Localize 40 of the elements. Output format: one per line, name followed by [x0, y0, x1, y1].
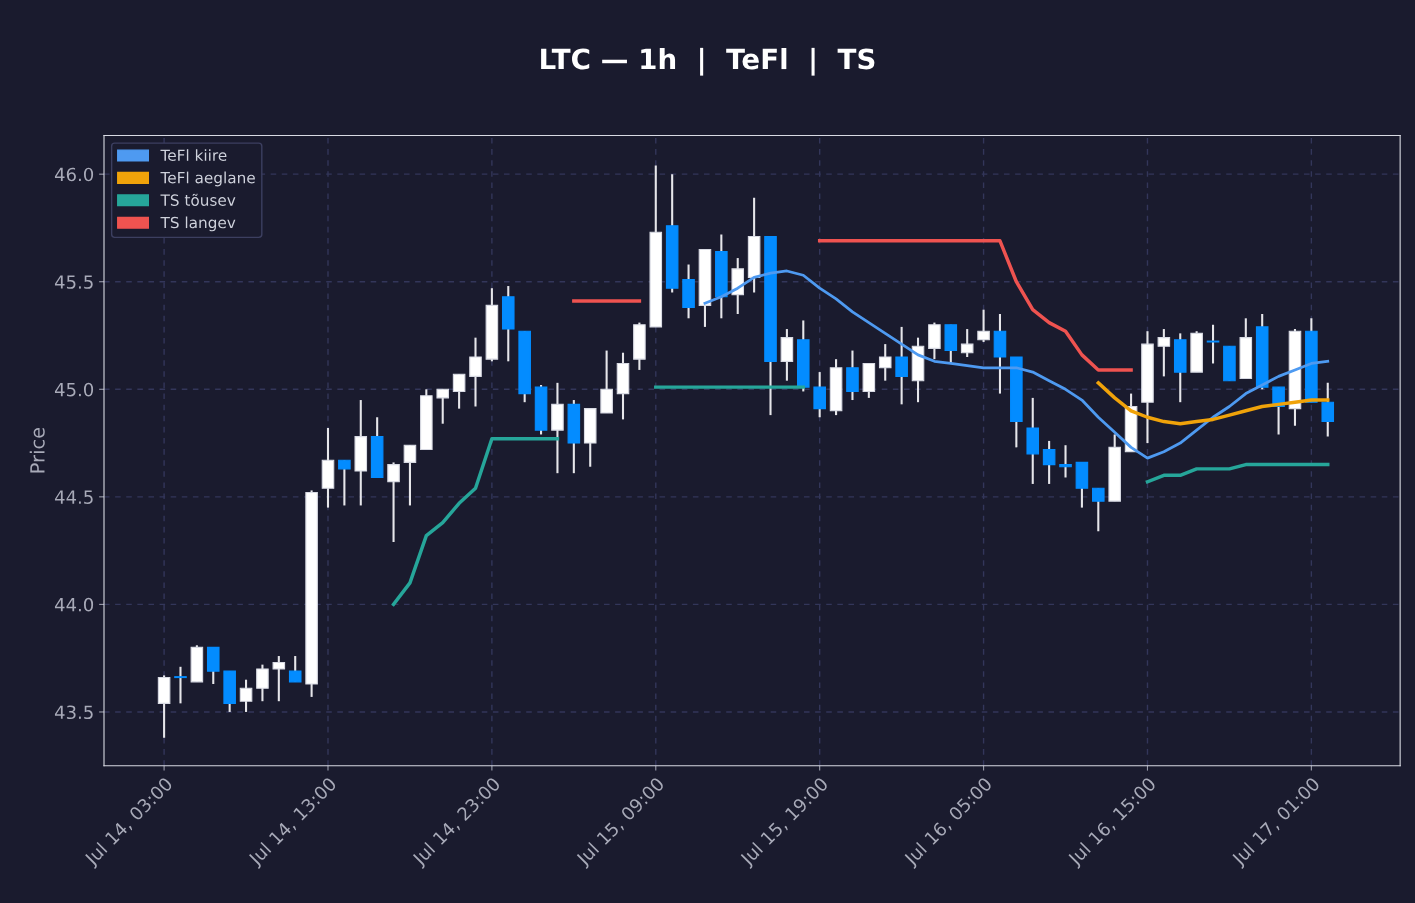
- legend-label: TS tõusev: [160, 193, 236, 206]
- candlestick: [452, 373, 466, 410]
- candlestick: [977, 308, 990, 343]
- candlestick: [272, 654, 286, 703]
- y-axis-title: Price: [29, 427, 45, 473]
- y-tick-label: 45.0: [54, 382, 94, 397]
- candlestick: [846, 349, 859, 402]
- y-tick-label: 44.5: [54, 490, 93, 504]
- y-tick-label: 43.5: [54, 705, 93, 720]
- candlestick: [338, 459, 351, 507]
- candlestick: [780, 328, 794, 382]
- candlestick: [1042, 439, 1056, 485]
- candlestick: [960, 328, 974, 359]
- chart-title: LTC — 1h | TeFl | TS: [541, 47, 875, 76]
- candlestick: [895, 325, 908, 406]
- candlestick: [928, 321, 941, 361]
- candlestick: [878, 343, 892, 382]
- line-series: [703, 269, 1330, 460]
- candlestick: [600, 349, 613, 414]
- legend-label: TS langev: [160, 216, 236, 232]
- candlestick: [206, 646, 220, 686]
- candlestick: [1157, 328, 1171, 378]
- legend-label: TeFl kiire: [160, 149, 227, 162]
- candlestick: [1059, 444, 1072, 479]
- candlestick: [387, 461, 400, 544]
- candlestick: [436, 388, 450, 425]
- candlestick: [1092, 487, 1105, 533]
- candlestick: [239, 678, 253, 713]
- candlestick: [1321, 381, 1335, 438]
- y-tick-label: 45.5: [54, 275, 93, 289]
- candlestick: [256, 663, 269, 703]
- y-tick-label: 44.0: [54, 597, 94, 612]
- candlestick: [813, 371, 826, 419]
- candlestick: [174, 665, 187, 705]
- y-tick-label: 46.0: [54, 167, 94, 182]
- candlestick: [1206, 323, 1220, 365]
- candlestick: [288, 654, 302, 683]
- candlestick: [403, 444, 417, 507]
- legend-label: TeFl aeglane: [160, 171, 255, 187]
- candlestick: [469, 336, 482, 408]
